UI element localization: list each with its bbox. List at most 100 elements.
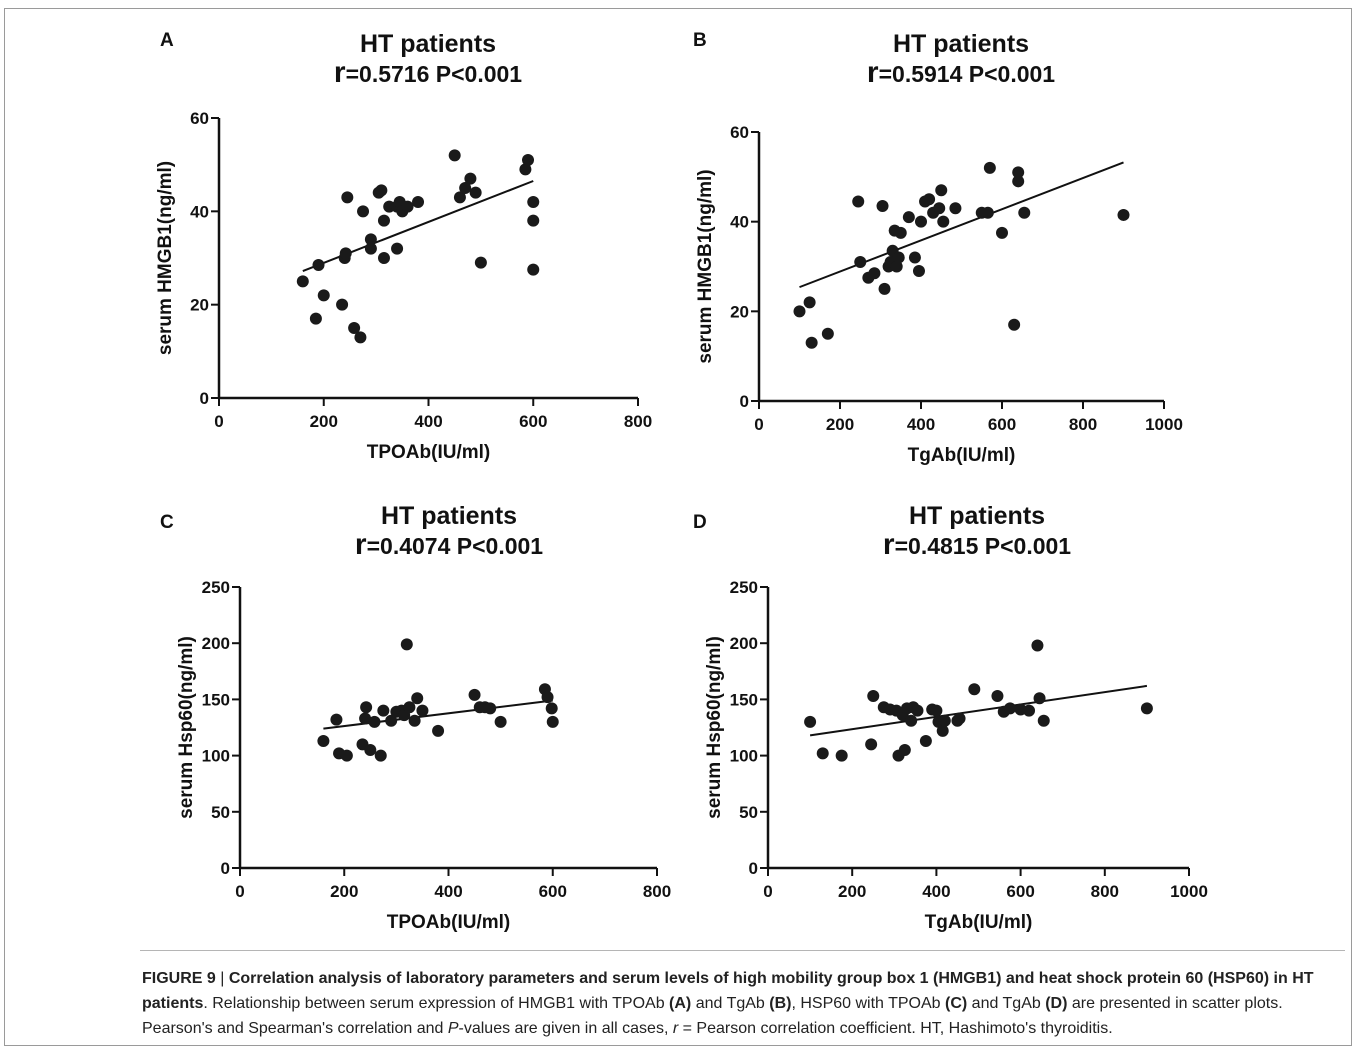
data-point — [878, 282, 891, 295]
y-axis-label: serum Hsp60(ng/ml) — [704, 636, 725, 819]
data-point — [453, 191, 466, 204]
stat-value: =0.5914 P<0.001 — [879, 61, 1056, 87]
y-tick-label: 250 — [730, 578, 758, 597]
x-tick-label: 400 — [414, 412, 442, 431]
x-tick-label: 600 — [1006, 882, 1034, 901]
data-point — [484, 702, 497, 715]
data-point — [368, 715, 381, 728]
y-tick-label: 0 — [221, 859, 230, 878]
x-axis-label: TPOAb(IU/ml) — [367, 442, 491, 463]
data-point — [1037, 714, 1050, 727]
y-tick-label: 150 — [202, 690, 230, 709]
data-point — [522, 154, 535, 166]
y-tick-label: 0 — [200, 389, 209, 408]
data-point — [400, 638, 413, 651]
caption-p-italic: P — [447, 1020, 459, 1037]
x-tick-label: 600 — [519, 412, 547, 431]
trendline — [323, 699, 553, 730]
x-tick-label: 800 — [1069, 415, 1097, 434]
data-point — [474, 256, 487, 269]
data-point — [905, 714, 918, 727]
chart-statistic: r=0.5716 P<0.001 — [334, 56, 522, 89]
data-point — [374, 749, 387, 762]
data-point — [359, 712, 372, 725]
chart-title: HT patients — [381, 502, 517, 530]
data-point — [876, 199, 889, 212]
data-point — [894, 226, 907, 239]
y-tick-label: 60 — [190, 109, 209, 128]
caption-separator: | — [215, 970, 229, 987]
data-point — [911, 704, 924, 717]
data-point — [309, 312, 322, 325]
y-tick-label: 100 — [730, 747, 758, 766]
stat-value: =0.5716 P<0.001 — [346, 61, 523, 87]
y-tick-label: 250 — [202, 578, 230, 597]
data-point — [1023, 704, 1036, 717]
data-point — [1117, 208, 1130, 221]
data-point — [930, 704, 943, 717]
stat-r: r — [867, 56, 879, 89]
data-point — [364, 242, 377, 255]
caption-divider — [140, 950, 1345, 951]
data-point — [898, 743, 911, 756]
data-point — [416, 704, 429, 717]
y-tick-label: 0 — [740, 392, 749, 411]
data-point — [953, 712, 966, 725]
caption-text: , HSP60 with TPOAb — [791, 995, 946, 1012]
data-point — [908, 251, 921, 264]
stat-r: r — [355, 528, 367, 561]
x-tick-label: 800 — [643, 882, 671, 901]
figure-caption: FIGURE 9 | Correlation analysis of labor… — [142, 966, 1344, 1041]
x-tick-label: 0 — [235, 882, 244, 901]
data-point — [867, 690, 880, 703]
data-point — [375, 184, 388, 197]
data-point — [459, 182, 472, 194]
data-point — [865, 738, 878, 751]
caption-title: Correlation analysis of laboratory param… — [142, 970, 1314, 1012]
y-axis-label: serum HMGB1(ng/ml) — [155, 161, 176, 355]
data-point — [348, 322, 361, 334]
data-point — [1031, 639, 1044, 652]
data-point — [902, 211, 915, 224]
data-point — [541, 691, 554, 704]
y-tick-label: 20 — [190, 296, 209, 315]
data-point — [919, 734, 932, 747]
figure-label: FIGURE 9 — [142, 970, 216, 987]
data-point — [546, 715, 559, 728]
stat-value: =0.4074 P<0.001 — [367, 533, 544, 559]
data-point — [935, 184, 948, 197]
x-tick-label: 600 — [988, 415, 1016, 434]
data-point — [892, 251, 905, 264]
data-point — [519, 163, 532, 176]
data-point — [936, 724, 949, 737]
panel-label: B — [693, 30, 707, 51]
y-tick-label: 20 — [730, 302, 749, 321]
x-tick-label: 400 — [434, 882, 462, 901]
data-point — [1033, 692, 1046, 705]
y-tick-label: 60 — [730, 123, 749, 142]
x-tick-label: 0 — [763, 882, 772, 901]
data-point — [377, 704, 390, 717]
x-tick-label: 1000 — [1170, 882, 1208, 901]
x-tick-label: 400 — [907, 415, 935, 434]
data-point — [868, 267, 881, 280]
trendline — [809, 684, 1148, 737]
data-point — [949, 202, 962, 215]
caption-text: and TgAb — [967, 995, 1046, 1012]
data-point — [296, 275, 309, 288]
data-point — [411, 692, 424, 705]
data-point — [545, 702, 558, 715]
data-point — [852, 195, 865, 208]
x-tick-label: 200 — [826, 415, 854, 434]
data-point — [341, 191, 354, 204]
stat-value: =0.4815 P<0.001 — [895, 533, 1072, 559]
y-tick-label: 100 — [202, 747, 230, 766]
caption-text: = Pearson correlation coefficient. HT, H… — [678, 1020, 1113, 1037]
stat-r: r — [883, 528, 895, 561]
data-point — [890, 260, 903, 273]
data-point — [1008, 318, 1021, 331]
data-point — [854, 256, 867, 269]
data-point — [468, 688, 481, 701]
